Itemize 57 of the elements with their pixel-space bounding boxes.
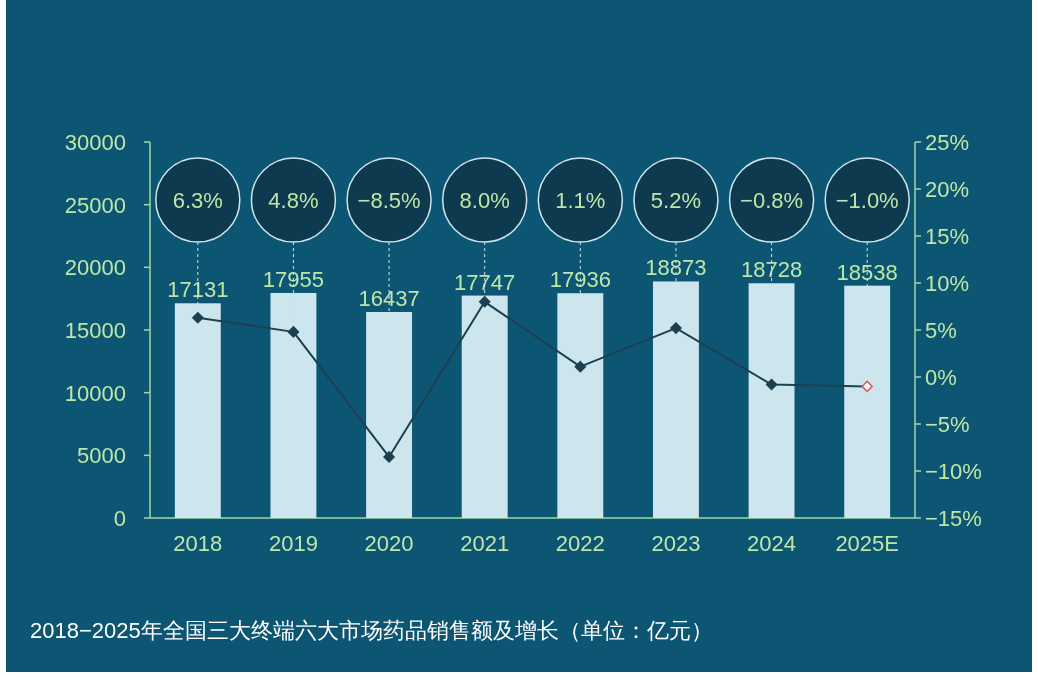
data-label: 17936	[549, 267, 611, 293]
x-tick-label: 2019	[268, 531, 318, 556]
y-tick-label: 0	[113, 506, 126, 531]
x-tick-label: 2018	[173, 531, 223, 556]
x-tick-label: 2021	[460, 531, 510, 556]
annotation: −8.5%	[357, 188, 421, 213]
y-tick-label: 25000	[64, 192, 126, 218]
point	[670, 322, 682, 334]
y2-tick-label: −5%	[925, 412, 970, 437]
bar	[270, 292, 317, 518]
y-tick-label: 30000	[64, 130, 126, 155]
x-tick-label: 2024	[747, 531, 797, 556]
bar	[174, 303, 221, 518]
annotation: 4.8%	[268, 188, 319, 213]
data-label: 16437	[358, 285, 420, 311]
annotation: 5.2%	[650, 188, 702, 213]
bar	[652, 281, 699, 518]
bar	[844, 285, 891, 518]
annotation: 1.1%	[555, 188, 606, 213]
bar	[557, 293, 604, 518]
x-tick-label: 2023	[651, 531, 701, 556]
point	[192, 312, 204, 324]
point	[383, 451, 395, 463]
data-label: 18728	[740, 257, 803, 283]
data-label: 17131	[167, 277, 229, 303]
annotation: −1.0%	[835, 188, 899, 213]
x-tick-label: 2020	[364, 531, 414, 556]
data-label: 17747	[454, 269, 516, 295]
data-label: 17955	[262, 266, 325, 292]
y-tick-label: 10000	[64, 380, 126, 406]
y-tick-label: 20000	[64, 255, 126, 281]
point	[765, 378, 778, 391]
point	[287, 326, 300, 338]
y2-tick-label: −15%	[925, 506, 982, 531]
y2-tick-label: 10%	[925, 271, 970, 296]
y2-tick-label: 15%	[925, 224, 970, 249]
y2-tick-label: −10%	[925, 459, 982, 484]
y2-tick-label: 20%	[925, 177, 970, 202]
y2-tick-label: 25%	[925, 130, 970, 155]
point	[861, 380, 873, 393]
y-tick-label: 15000	[64, 318, 126, 343]
data-label: 18873	[645, 255, 707, 281]
y-tick-label: 5000	[77, 443, 126, 469]
point	[574, 360, 587, 373]
bar	[748, 283, 795, 518]
y2-tick-label: 0%	[925, 365, 957, 390]
point	[478, 296, 491, 308]
data-label: 18538	[836, 259, 898, 285]
x-tick-label: 2025E	[835, 531, 899, 556]
y2-tick-label: 5%	[925, 318, 957, 343]
text: 2018−2025年全国三大终端六大市场药品销售额及增长（单位：亿元）	[30, 618, 713, 643]
bar	[366, 311, 413, 518]
annotation: 8.0%	[459, 188, 510, 213]
annotation: −0.8%	[740, 188, 804, 213]
annotation: 6.3%	[172, 188, 223, 213]
bar	[461, 295, 508, 518]
x-tick-label: 2022	[555, 531, 605, 556]
